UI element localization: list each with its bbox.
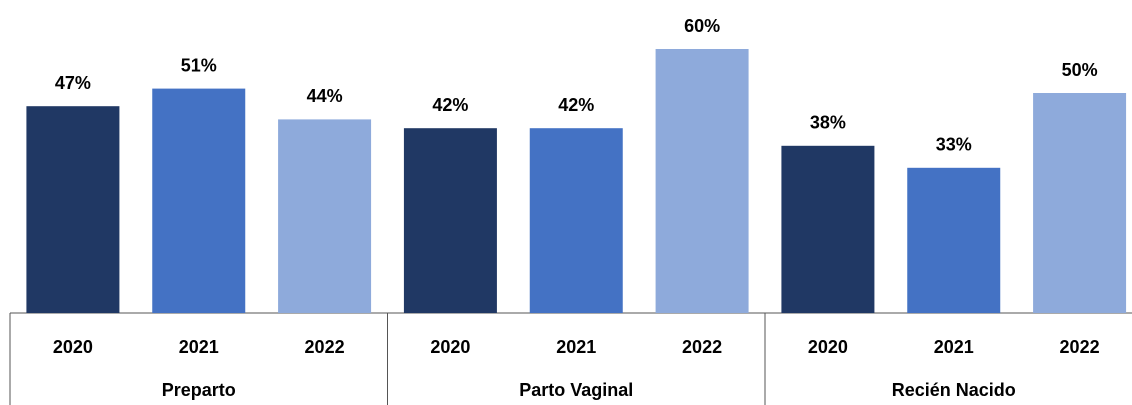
x-tick-label: 2020 xyxy=(53,337,93,357)
x-tick-label: 2020 xyxy=(808,337,848,357)
bar xyxy=(529,128,623,313)
value-label: 50% xyxy=(1062,60,1098,80)
value-label: 47% xyxy=(55,73,91,93)
x-tick-label: 2021 xyxy=(179,337,219,357)
bar xyxy=(26,106,120,313)
x-tick-label: 2020 xyxy=(430,337,470,357)
group-label: Preparto xyxy=(162,380,236,400)
value-label: 42% xyxy=(558,95,594,115)
value-label: 38% xyxy=(810,113,846,133)
bar xyxy=(655,49,749,313)
x-tick-label: 2022 xyxy=(682,337,722,357)
value-label: 60% xyxy=(684,16,720,36)
value-label: 44% xyxy=(307,86,343,106)
bar xyxy=(781,145,875,313)
value-label: 51% xyxy=(181,55,217,75)
group-label: Recién Nacido xyxy=(892,380,1016,400)
x-tick-label: 2021 xyxy=(556,337,596,357)
bar xyxy=(403,128,497,313)
x-tick-label: 2021 xyxy=(934,337,974,357)
bar xyxy=(152,88,246,313)
bar xyxy=(1033,93,1127,313)
value-label: 42% xyxy=(432,95,468,115)
x-tick-label: 2022 xyxy=(1060,337,1100,357)
bar xyxy=(907,167,1001,313)
bar xyxy=(278,119,372,314)
group-label: Parto Vaginal xyxy=(519,380,633,400)
value-label: 33% xyxy=(936,135,972,155)
x-tick-label: 2022 xyxy=(305,337,345,357)
